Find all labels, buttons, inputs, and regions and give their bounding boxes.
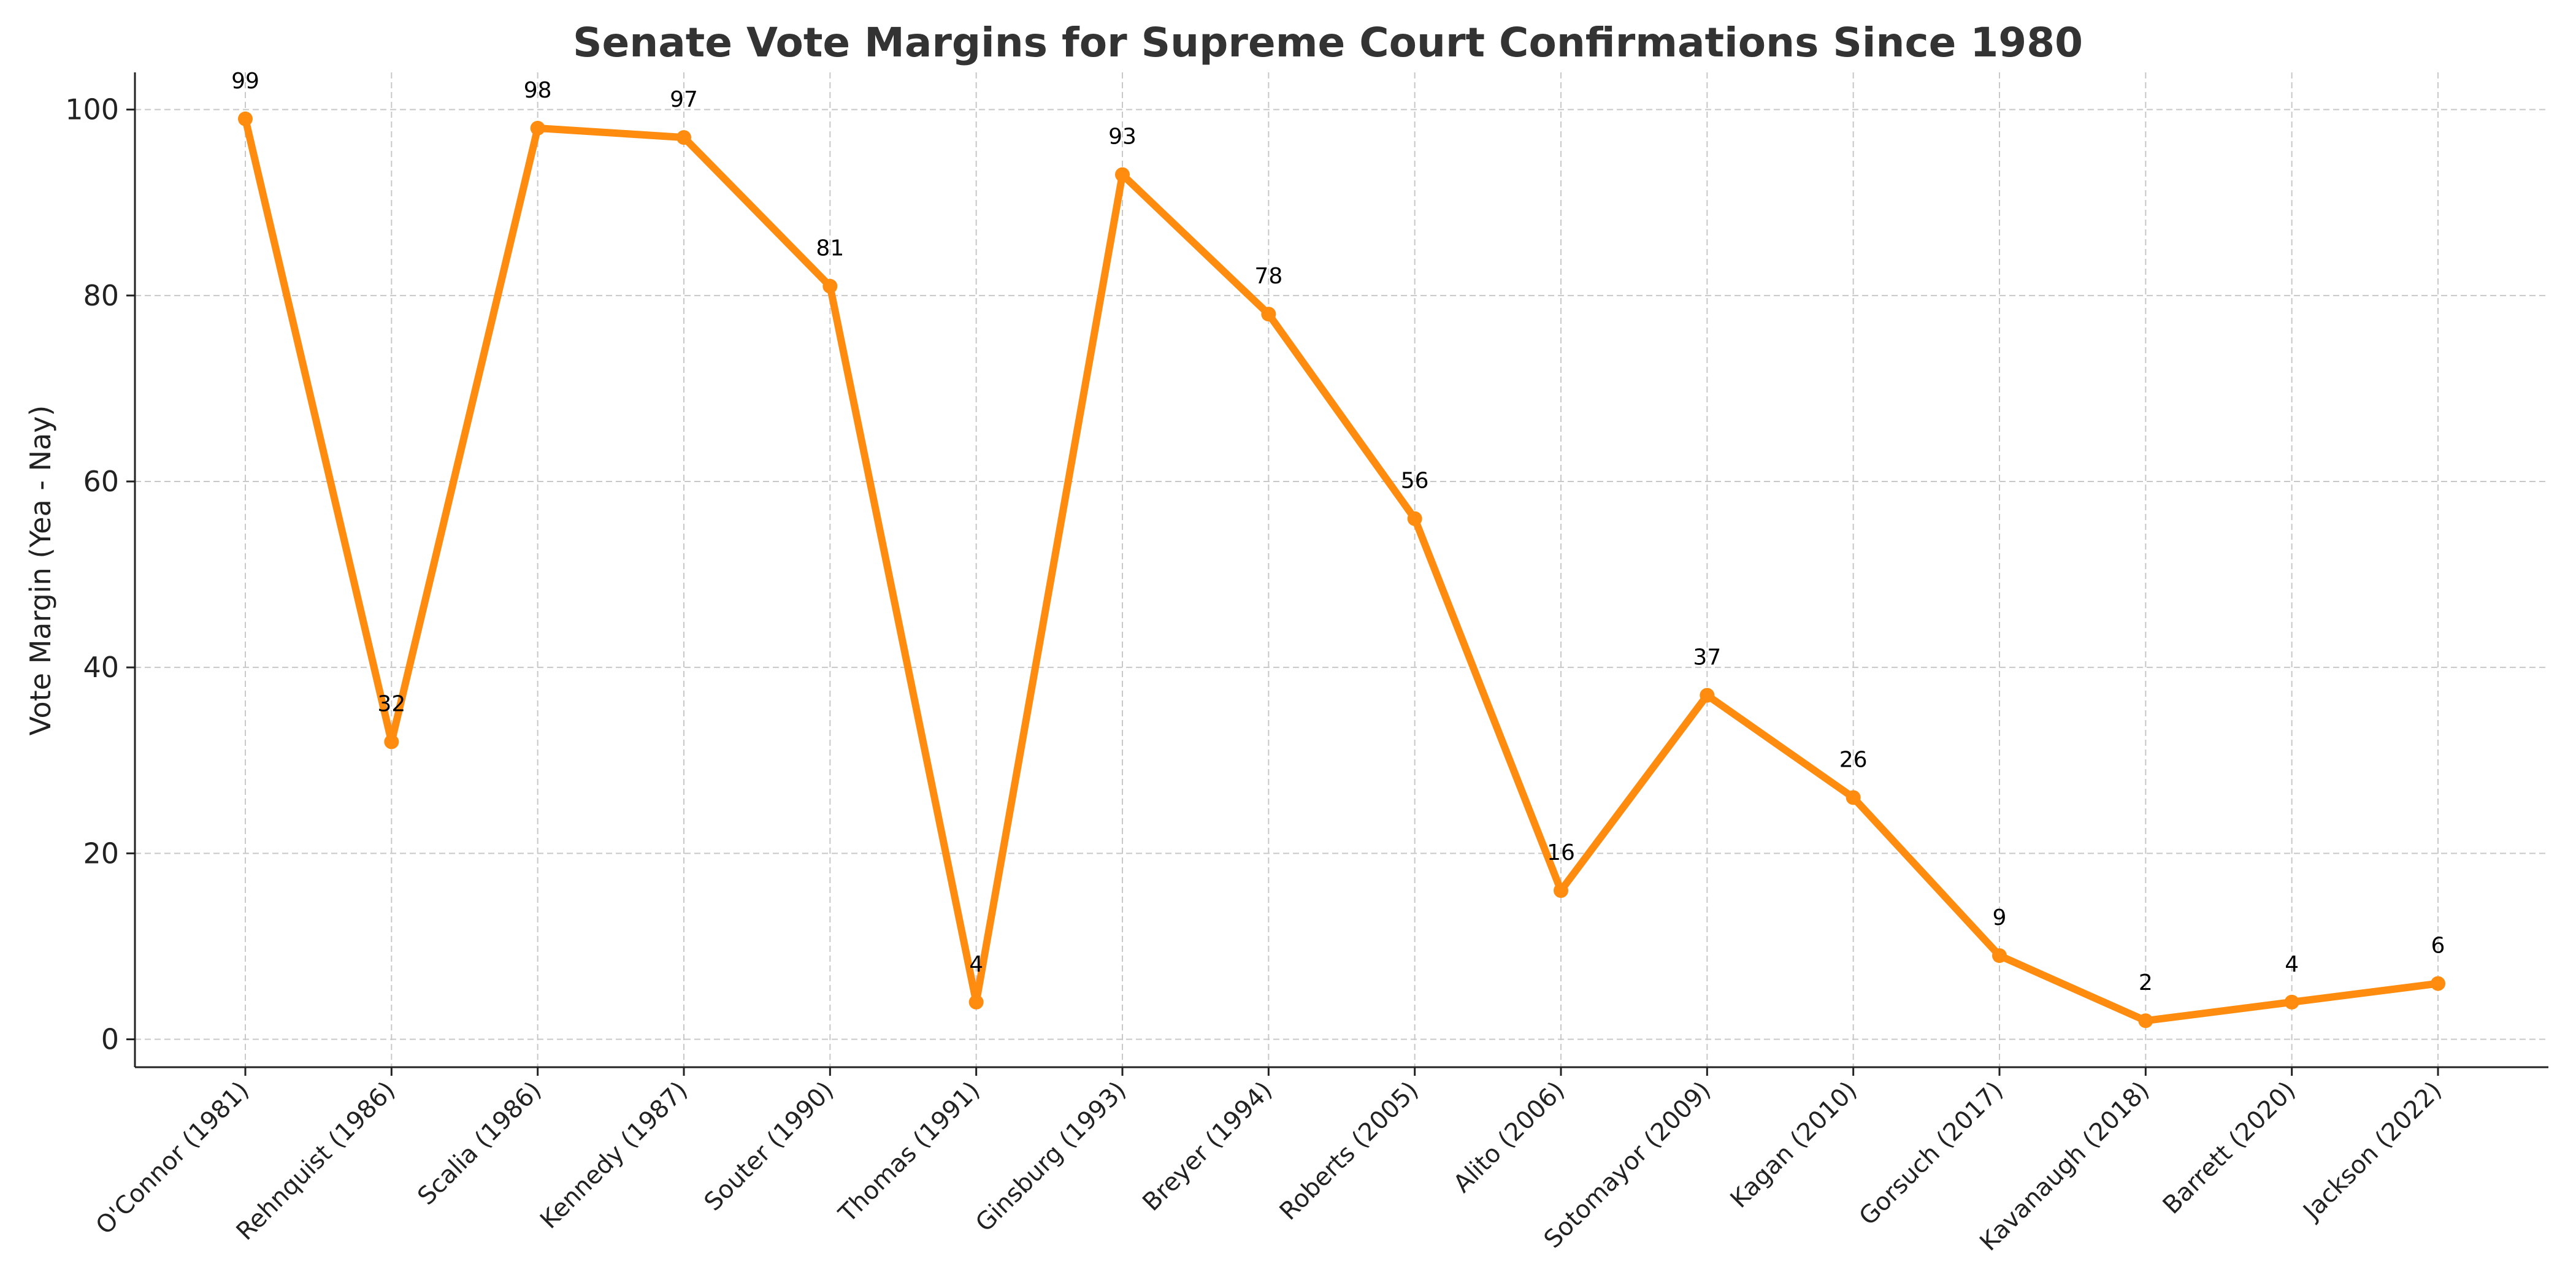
x-tick-label: Jackson (2022)	[2297, 1076, 2447, 1227]
data-point	[677, 130, 691, 145]
data-label: 78	[1254, 264, 1282, 289]
data-point	[530, 120, 545, 136]
data-point	[384, 734, 399, 749]
x-tick-label: O'Connor (1981)	[91, 1076, 255, 1240]
data-label: 16	[1547, 840, 1575, 865]
data-point	[968, 994, 984, 1010]
x-tick-label: Ginsburg (1993)	[970, 1076, 1132, 1238]
data-label: 4	[2285, 952, 2299, 977]
data-point	[1992, 948, 2007, 964]
y-tick-label: 100	[65, 93, 119, 126]
x-tick-label: Roberts (2005)	[1275, 1076, 1424, 1226]
y-tick-label: 0	[101, 1023, 119, 1056]
chart-title: Senate Vote Margins for Supreme Court Co…	[573, 19, 2083, 66]
data-labels-layer: 99 32 98 97 81 4 93 78 56 16 37 26 9 2 4 6	[231, 69, 2445, 995]
data-label: 9	[1993, 905, 2007, 930]
data-label: 32	[377, 691, 405, 716]
data-point	[2431, 976, 2445, 991]
grid-layer	[135, 72, 2548, 1067]
data-point	[1700, 688, 1715, 703]
y-axis-label: Vote Margin (Yea - Nay)	[24, 405, 57, 736]
x-tick-label: Sotomayor (2009)	[1539, 1076, 1717, 1254]
x-tick-label: Scalia (1986)	[412, 1076, 546, 1211]
x-tick-label: Barrett (2020)	[2158, 1076, 2301, 1220]
data-label: 99	[231, 69, 259, 94]
y-tick-label: 20	[83, 837, 119, 870]
data-point	[1846, 790, 1861, 805]
data-point	[238, 111, 253, 126]
data-label: 97	[670, 87, 698, 112]
series-line	[242, 115, 2442, 1025]
series-layer	[238, 111, 2445, 1029]
x-tick-label: Alito (2006)	[1448, 1076, 1570, 1198]
x-tick-label: Rehnquist (1986)	[231, 1076, 401, 1246]
data-label: 98	[524, 78, 552, 103]
y-tick-label: 60	[83, 465, 119, 498]
data-label: 56	[1401, 469, 1429, 494]
data-point	[1554, 883, 1568, 898]
x-tick-label: Thomas (1991)	[833, 1076, 985, 1229]
data-label: 81	[816, 236, 844, 261]
data-point	[2138, 1013, 2153, 1029]
data-label: 6	[2431, 933, 2445, 959]
y-tick-label: 40	[83, 651, 119, 684]
x-tick-label: Souter (1990)	[699, 1076, 840, 1217]
data-point	[2284, 994, 2299, 1010]
data-label: 2	[2139, 970, 2153, 995]
y-tick-label: 80	[83, 279, 119, 312]
x-tick-label: Breyer (1994)	[1137, 1076, 1278, 1217]
data-point	[822, 278, 838, 294]
x-tick-label: Gorsuch (2017)	[1854, 1076, 2009, 1232]
axes-layer: 0 20 40 60 80 100 O'Connor (1981)Rehnquist (19…	[65, 72, 2548, 1257]
data-label: 93	[1108, 125, 1137, 150]
data-point	[1261, 307, 1276, 322]
data-label: 26	[1839, 747, 1868, 772]
data-label: 37	[1693, 645, 1721, 670]
x-tick-label: Kagan (2010)	[1725, 1076, 1863, 1214]
data-point	[1407, 511, 1422, 526]
x-tick-label: Kennedy (1987)	[535, 1076, 693, 1235]
data-point	[1115, 167, 1130, 182]
data-label: 4	[969, 952, 983, 977]
